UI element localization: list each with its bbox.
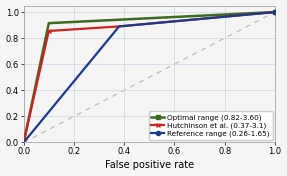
X-axis label: False positive rate: False positive rate <box>105 161 194 170</box>
Legend: Optimal range (0.82-3.60), Hutchinson et al. (0.37-3.1), Reference range (0.26-1: Optimal range (0.82-3.60), Hutchinson et… <box>149 111 273 140</box>
